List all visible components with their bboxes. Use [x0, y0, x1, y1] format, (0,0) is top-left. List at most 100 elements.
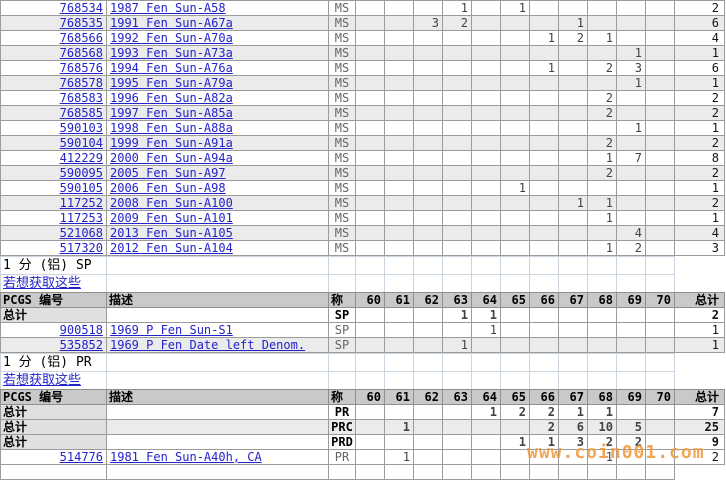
grade-60-count [355, 434, 385, 450]
grade-67-count [558, 449, 588, 465]
coin-description-link[interactable]: 2006 Fen Sun-A98 [110, 181, 226, 195]
coin-description-link[interactable]: 2005 Fen Sun-A97 [110, 166, 226, 180]
coin-description-link[interactable]: 1993 Fen Sun-A73a [110, 46, 233, 60]
partial-row [0, 464, 725, 480]
pcgs-number-link[interactable]: 768585 [59, 106, 103, 120]
coin-description-link-cell: 2000 Fen Sun-A94a [106, 150, 329, 166]
pcgs-number-link[interactable]: 768568 [59, 46, 103, 60]
grade-64-count [471, 45, 501, 61]
grade-68-count: 1 [587, 449, 617, 465]
coin-row: 412229 2000 Fen Sun-A94a MS 1 7 8 [0, 150, 725, 166]
empty-cell [328, 464, 356, 480]
coin-description-link-cell: 2009 Fen Sun-A101 [106, 210, 329, 226]
pcgs-number-link[interactable]: 590103 [59, 121, 103, 135]
column-header-grade-62: 62 [413, 292, 443, 308]
grade-designation: MS [328, 180, 356, 196]
empty-cell [471, 464, 501, 480]
grade-63-count [442, 30, 472, 46]
row-total: 2 [674, 449, 725, 465]
pcgs-number-link[interactable]: 521068 [59, 226, 103, 240]
coin-description-link[interactable]: 1981 Fen Sun-A40h, CA [110, 450, 262, 464]
column-header-grade-69: 69 [616, 389, 646, 405]
pcgs-number-link[interactable]: 900518 [59, 323, 103, 337]
column-header-grade-61: 61 [384, 292, 414, 308]
row-total: 2 [674, 195, 725, 211]
coin-description-link[interactable]: 1998 Fen Sun-A88a [110, 121, 233, 135]
pcgs-number-link-cell: 768578 [0, 75, 107, 91]
pcgs-number-link[interactable]: 517320 [59, 241, 103, 255]
empty-cell [587, 274, 617, 292]
pcgs-number-link[interactable]: 590104 [59, 136, 103, 150]
pcgs-number-link[interactable]: 768578 [59, 76, 103, 90]
pcgs-number-link-cell: 590105 [0, 180, 107, 196]
empty-cell [442, 274, 472, 292]
grade-68-count: 1 [587, 210, 617, 226]
grade-designation: SP [328, 322, 356, 338]
empty-cell [558, 256, 588, 275]
grade-67-count: 1 [558, 15, 588, 31]
section-title-row: 1 分 (铝) SP [0, 256, 725, 275]
coin-description-link[interactable]: 2008 Fen Sun-A100 [110, 196, 233, 210]
coin-description-link[interactable]: 2000 Fen Sun-A94a [110, 151, 233, 165]
obtain-link[interactable]: 若想获取这些 [3, 276, 82, 291]
coin-description-link[interactable]: 1992 Fen Sun-A70a [110, 31, 233, 45]
pcgs-number-link[interactable]: 117252 [59, 196, 103, 210]
grade-70-count [645, 307, 675, 323]
coin-row: 768578 1995 Fen Sun-A79a MS 1 1 [0, 75, 725, 91]
empty-cell [442, 353, 472, 372]
pr-section-heading: 1 分 (铝) PR 若想获取这些 [0, 353, 725, 389]
row-total: 1 [674, 45, 725, 61]
empty-cell [616, 371, 646, 389]
coin-description-link[interactable]: 1987 Fen Sun-A58 [110, 1, 226, 15]
pcgs-number-link[interactable]: 768534 [59, 1, 103, 15]
empty-cell [328, 371, 356, 389]
coin-description-link[interactable]: 1994 Fen Sun-A76a [110, 61, 233, 75]
coin-description-link[interactable]: 2012 Fen Sun-A104 [110, 241, 233, 255]
empty-cell [442, 464, 472, 480]
coin-description-link[interactable]: 1995 Fen Sun-A79a [110, 76, 233, 90]
coin-description-link[interactable]: 1969 P Fen Date left Denom. [110, 338, 306, 352]
empty-cell [355, 371, 385, 389]
pcgs-number-link[interactable]: 514776 [59, 450, 103, 464]
column-header-grade-67: 67 [558, 292, 588, 308]
empty-cell [500, 371, 530, 389]
coin-description-link[interactable]: 1997 Fen Sun-A85a [110, 106, 233, 120]
pcgs-number-link[interactable]: 412229 [59, 151, 103, 165]
grade-64-count [471, 120, 501, 136]
coin-description-link-cell: 1991 Fen Sun-A67a [106, 15, 329, 31]
column-header-grade-64: 64 [471, 389, 501, 405]
obtain-link[interactable]: 若想获取这些 [3, 373, 82, 388]
grade-62-count [413, 120, 443, 136]
coin-description-link[interactable]: 1969 P Fen Sun-S1 [110, 323, 233, 337]
pcgs-number-link[interactable]: 590095 [59, 166, 103, 180]
grade-68-count [587, 225, 617, 241]
coin-description-link[interactable]: 1996 Fen Sun-A82a [110, 91, 233, 105]
pcgs-number-link[interactable]: 768566 [59, 31, 103, 45]
grade-64-count [471, 105, 501, 121]
column-header-grade-65: 65 [500, 292, 530, 308]
pcgs-number-link[interactable]: 768576 [59, 61, 103, 75]
grade-63-count [442, 150, 472, 166]
coin-description-link[interactable]: 2013 Fen Sun-A105 [110, 226, 233, 240]
grade-61-count [384, 225, 414, 241]
pcgs-number-link[interactable]: 768583 [59, 91, 103, 105]
grade-69-count: 7 [616, 150, 646, 166]
pcgs-number-link[interactable]: 117253 [59, 211, 103, 225]
grade-65-count [500, 150, 530, 166]
coin-description-link[interactable]: 1999 Fen Sun-A91a [110, 136, 233, 150]
coin-description-link[interactable]: 2009 Fen Sun-A101 [110, 211, 233, 225]
pcgs-number-link[interactable]: 535852 [59, 338, 103, 352]
row-total: 9 [674, 434, 725, 450]
pcgs-number-link[interactable]: 590105 [59, 181, 103, 195]
grade-70-count [645, 90, 675, 106]
coin-row: 768534 1987 Fen Sun-A58 MS 1 1 2 [0, 0, 725, 16]
grade-68-count [587, 180, 617, 196]
pcgs-number-link[interactable]: 768535 [59, 16, 103, 30]
totals-row: 总计 PRC 1 2 6 10 5 25 [0, 419, 725, 435]
pcgs-number-link-cell: 412229 [0, 150, 107, 166]
empty-cell [471, 256, 501, 275]
grade-62-count [413, 0, 443, 16]
coin-description-link[interactable]: 1991 Fen Sun-A67a [110, 16, 233, 30]
pcgs-number-link-cell: 514776 [0, 449, 107, 465]
grade-61-count [384, 322, 414, 338]
